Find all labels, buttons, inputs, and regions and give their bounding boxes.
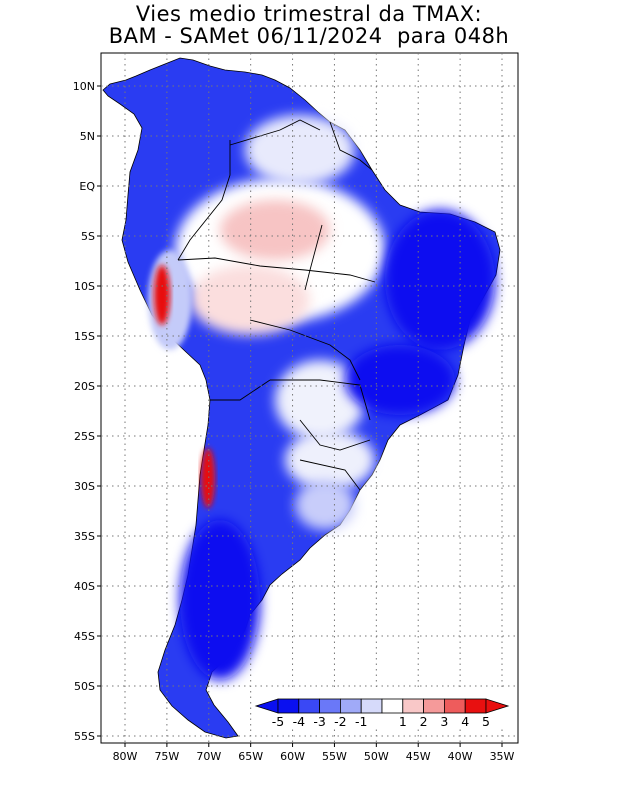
lat-tick-label: 25S	[74, 430, 95, 443]
colorbar-swatch	[423, 698, 445, 714]
colorbar-label: -4	[293, 714, 306, 729]
lat-tick-label: 50S	[74, 680, 95, 693]
country-borders	[177, 119, 376, 491]
colorbar-swatch	[339, 698, 362, 714]
peru-warm-strip	[154, 265, 170, 325]
colorbar-label: -1	[355, 714, 367, 729]
colorbar-swatch	[381, 698, 404, 714]
graticule	[101, 53, 518, 743]
lat-tick-label: 40S	[74, 580, 95, 593]
lat-tick-label: EQ	[79, 180, 95, 193]
lat-tick-label: 5N	[80, 130, 95, 143]
lat-tick-label: 30S	[74, 480, 95, 493]
colorbar: -5 -4 -3 -2 -1 1 2 3 4 5	[254, 689, 510, 729]
colorbar-label: 1	[399, 714, 407, 729]
colorbar-swatch	[277, 698, 300, 714]
lon-tick-label: 40W	[448, 750, 473, 763]
colorbar-label: 4	[461, 714, 469, 729]
lon-tick-label: 60W	[280, 750, 305, 763]
lon-tick-label: 80W	[113, 750, 138, 763]
longitude-tick-labels: 80W 75W 70W 65W 60W 55W 50W 45W 40W 35W	[113, 743, 515, 763]
latitude-tick-labels: 10N 5N EQ 5S 10S 15S 20S 25S 30S 35S 40S 45S 50S 55S	[73, 80, 101, 743]
map-frame	[100, 52, 519, 744]
bias-patches	[148, 115, 495, 680]
northeast-deep-cold	[385, 210, 495, 350]
lat-tick-label: 15S	[74, 330, 95, 343]
lat-tick-label: 10S	[74, 280, 95, 293]
lon-tick-label: 65W	[238, 750, 263, 763]
map-title-line-2: BAM - SAMet 06/11/2024 para 048h	[108, 24, 510, 48]
colorbar-swatch	[360, 698, 383, 714]
guiana-neutral-patch	[245, 115, 355, 185]
lat-tick-label: 10N	[73, 80, 95, 93]
colorbar-label: 5	[482, 714, 490, 729]
colorbar-max-arrow	[485, 698, 510, 714]
colorbar-label: -5	[272, 714, 284, 729]
lat-tick-label: 20S	[74, 380, 95, 393]
lon-tick-label: 55W	[322, 750, 347, 763]
amazon-warm-patch	[220, 200, 330, 260]
colorbar-swatch	[319, 698, 341, 714]
patagonia-deep-cold	[180, 520, 260, 680]
lon-tick-label: 75W	[154, 750, 179, 763]
plata-neutral-patch	[285, 430, 375, 490]
lon-tick-label: 50W	[364, 750, 389, 763]
colorbar-swatch	[402, 698, 424, 714]
continent-layer	[102, 57, 501, 739]
colorbar-label: -3	[313, 714, 325, 729]
lat-tick-label: 45S	[74, 630, 95, 643]
colorbar-label: -2	[334, 714, 346, 729]
uruguay-patch	[295, 480, 355, 530]
lon-tick-label: 45W	[406, 750, 431, 763]
colorbar-label: 2	[420, 714, 428, 729]
chile-warm-strip	[201, 448, 215, 508]
map-title-line-1: Vies medio trimestral da TMAX:	[135, 2, 483, 26]
colorbar-swatch	[464, 698, 487, 714]
colorbar-label: 3	[440, 714, 448, 729]
lat-tick-label: 35S	[74, 530, 95, 543]
southeast-deep-cold	[345, 345, 455, 415]
lon-tick-label: 35W	[490, 750, 515, 763]
colorbar-swatch	[298, 698, 320, 714]
lat-tick-label: 5S	[81, 230, 95, 243]
lon-tick-label: 70W	[196, 750, 221, 763]
lat-tick-label: 55S	[74, 730, 95, 743]
colorbar-swatch	[443, 698, 466, 714]
amazon-warm-patch-2	[190, 265, 310, 335]
